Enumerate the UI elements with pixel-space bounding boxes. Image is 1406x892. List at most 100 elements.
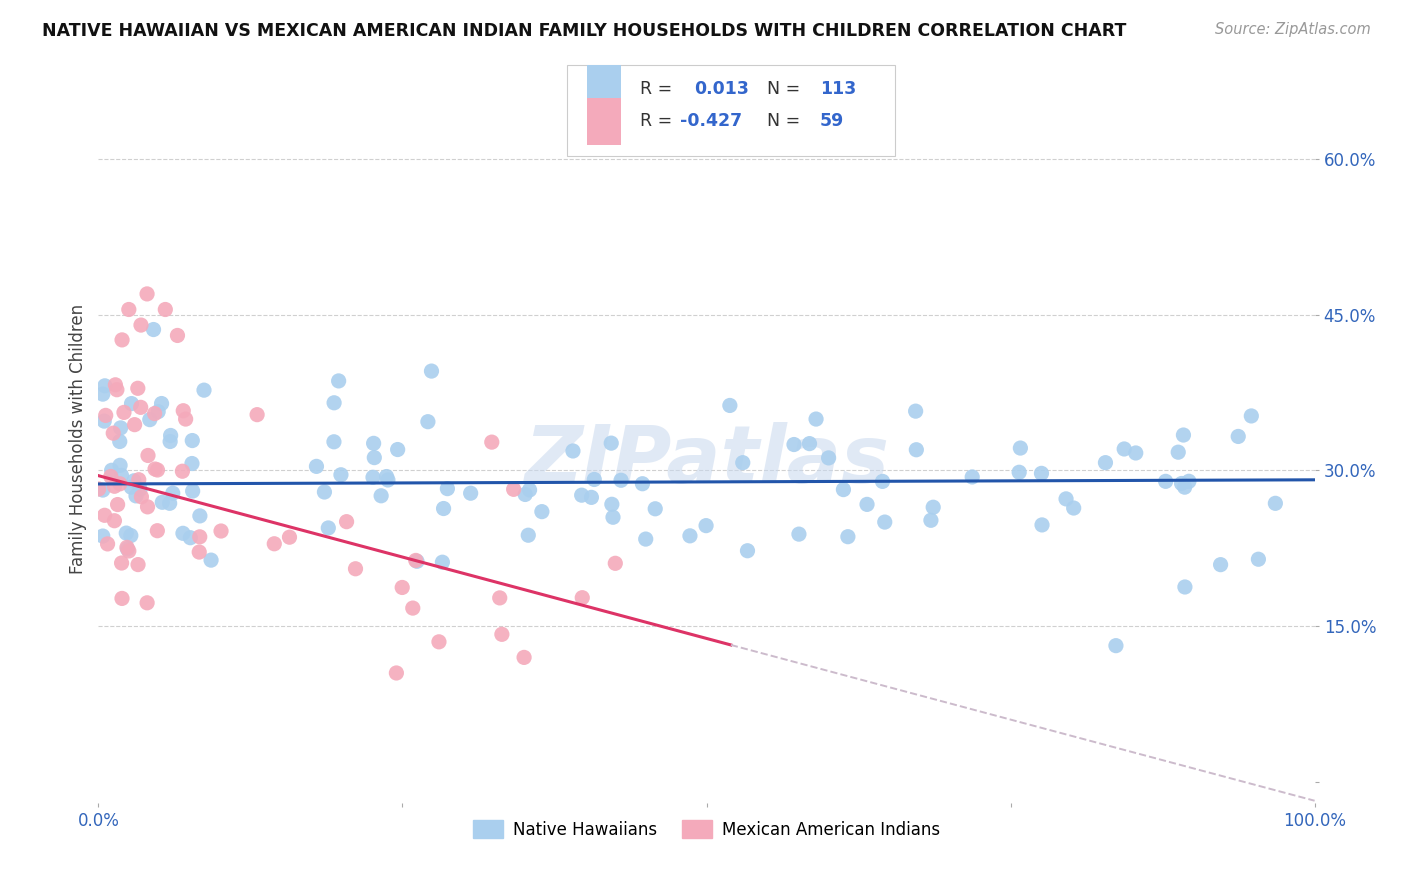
Point [146,404,169,418]
Point [1054,491,1077,506]
Point [1031,467,1053,481]
Point [922,500,945,515]
Point [111,591,134,606]
Point [110,421,132,435]
Point [502,483,524,497]
Point [305,459,328,474]
Point [122,474,145,488]
Point [361,470,384,484]
Point [1178,475,1201,489]
Point [328,374,350,388]
Point [387,442,409,457]
Point [129,401,152,415]
Point [127,558,149,572]
Point [329,467,352,482]
Point [93,414,115,428]
Point [481,435,503,450]
Point [96,537,118,551]
Point [128,473,150,487]
Point [634,532,657,546]
Point [155,302,177,317]
Point [188,530,211,544]
Point [905,442,928,457]
Point [181,483,204,498]
FancyBboxPatch shape [588,65,621,112]
Text: Source: ZipAtlas.com: Source: ZipAtlas.com [1215,22,1371,37]
FancyBboxPatch shape [567,65,896,156]
Point [605,557,627,571]
Point [142,322,165,336]
Point [787,527,810,541]
Point [1174,580,1197,594]
Point [405,553,427,567]
Point [159,496,181,510]
Point [104,377,127,392]
Point [363,450,385,465]
Point [427,635,450,649]
Point [139,412,162,426]
Point [1247,552,1270,566]
Point [115,526,138,541]
Y-axis label: Family Households with Children: Family Households with Children [69,304,87,574]
Point [127,381,149,395]
Point [406,554,429,568]
Point [318,521,340,535]
Point [124,417,146,432]
Point [118,302,141,317]
Point [129,318,152,332]
Point [159,434,181,449]
Point [420,364,443,378]
Point [181,434,204,448]
Point [718,399,741,413]
Point [136,596,159,610]
Text: R =: R = [640,112,678,130]
Point [562,444,585,458]
Point [731,456,754,470]
Point [143,462,166,476]
Point [960,470,983,484]
Text: ZIPatlas: ZIPatlas [524,422,889,500]
Point [91,483,114,497]
Point [125,489,148,503]
Point [150,396,173,410]
Point [1031,517,1053,532]
Point [460,486,482,500]
Point [375,469,398,483]
Point [1125,446,1147,460]
Point [136,449,159,463]
Point [146,463,169,477]
Point [432,501,454,516]
Point [799,436,821,450]
Text: -0.427: -0.427 [679,112,742,130]
Point [416,415,439,429]
Point [679,529,702,543]
Point [644,501,666,516]
Point [391,581,413,595]
Point [136,500,159,514]
Point [377,473,399,487]
Point [100,463,122,477]
Text: 0.013: 0.013 [695,79,749,97]
Point [107,498,129,512]
Point [150,495,173,509]
Point [1170,476,1192,491]
Point [108,434,131,449]
Point [179,531,201,545]
Point [1063,501,1085,516]
Point [1167,445,1189,459]
Point [166,328,188,343]
Point [129,483,152,497]
Point [488,591,510,605]
Point [602,510,624,524]
Point [873,515,896,529]
Point [344,562,367,576]
Point [783,437,806,451]
Point [519,483,541,497]
Point [314,485,336,500]
Point [1154,475,1177,489]
Point [246,408,269,422]
Point [571,591,593,605]
Point [172,403,194,417]
Point [695,518,717,533]
Text: 59: 59 [820,112,844,130]
